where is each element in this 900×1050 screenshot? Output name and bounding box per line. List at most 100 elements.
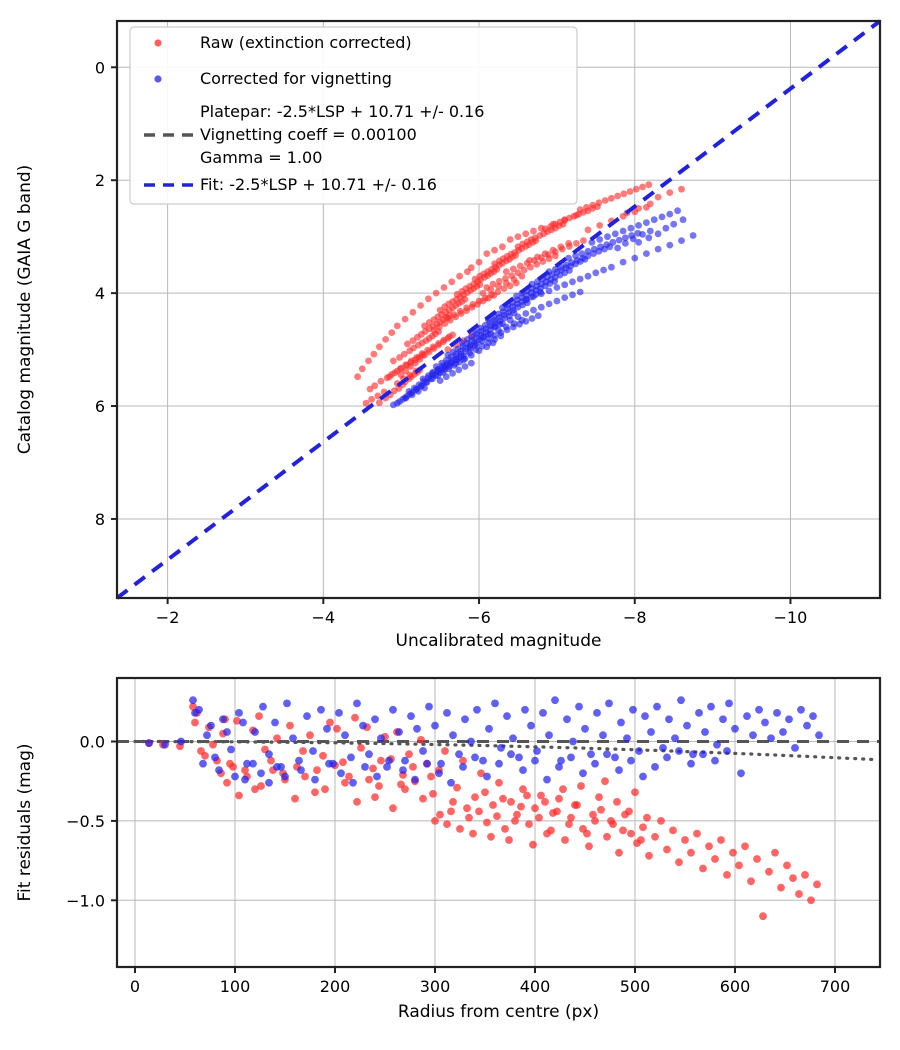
data-point <box>695 709 703 717</box>
data-point <box>601 777 609 786</box>
data-point <box>481 788 489 797</box>
data-point <box>518 272 526 280</box>
data-point <box>297 766 305 774</box>
data-point <box>595 793 603 801</box>
data-point <box>541 250 549 257</box>
data-point <box>533 747 541 755</box>
data-point <box>447 807 455 816</box>
data-point <box>565 240 572 247</box>
data-point <box>306 731 314 740</box>
data-point <box>528 315 536 322</box>
data-point <box>430 327 438 334</box>
data-point <box>603 750 611 759</box>
data-point <box>632 185 640 193</box>
legend-entry-label: Corrected for vignetting <box>200 69 392 88</box>
data-point <box>341 778 349 787</box>
legend-entry-label: Platepar: -2.5*LSP + 10.71 +/- 0.16 <box>200 102 484 121</box>
data-point <box>161 740 169 749</box>
data-point <box>717 836 725 844</box>
axes-frame-top <box>115 19 882 600</box>
data-point <box>534 312 542 320</box>
data-point <box>666 241 674 249</box>
data-point <box>311 788 319 797</box>
data-point <box>483 818 491 827</box>
data-point <box>373 772 381 781</box>
data-point <box>615 236 623 244</box>
data-point <box>507 750 515 759</box>
data-point <box>419 794 427 803</box>
data-point <box>351 713 359 722</box>
data-point <box>743 712 751 720</box>
data-point <box>495 283 502 290</box>
data-point <box>502 279 510 287</box>
data-point <box>585 842 593 851</box>
data-point <box>235 791 243 800</box>
data-point <box>427 772 435 781</box>
data-point <box>464 268 471 276</box>
data-point <box>675 858 683 867</box>
data-point <box>390 401 397 409</box>
data-point <box>795 890 803 898</box>
data-point <box>737 769 745 778</box>
data-point <box>747 877 755 886</box>
data-point <box>295 756 303 765</box>
tick-label-y-top: 0 <box>95 58 105 77</box>
panel-photometric-calibration: −2 −4 −6 −8 −10 0 2 4 6 8 Uncalibrated magnitude Ca… <box>15 19 882 651</box>
data-point <box>519 766 527 774</box>
data-point <box>523 791 531 800</box>
data-point <box>561 216 569 224</box>
data-point <box>267 756 275 765</box>
data-point <box>711 855 719 863</box>
data-point <box>761 718 769 727</box>
data-point <box>377 756 385 765</box>
data-point <box>401 756 409 765</box>
data-point <box>499 794 507 803</box>
data-point <box>502 268 510 276</box>
data-point <box>631 254 639 262</box>
data-point <box>592 269 600 277</box>
tick-label-x-top: −6 <box>467 608 491 627</box>
data-point <box>362 399 370 407</box>
data-point <box>428 369 436 377</box>
data-point <box>505 836 513 844</box>
data-point <box>397 365 404 373</box>
data-point <box>551 696 559 705</box>
data-point <box>643 813 651 822</box>
data-point <box>223 728 231 736</box>
data-point <box>432 289 440 297</box>
data-point <box>515 753 523 762</box>
data-point <box>385 756 393 765</box>
data-point <box>783 861 791 870</box>
data-point <box>197 747 205 755</box>
scatter-series-corrected-bottom <box>145 696 823 787</box>
data-point <box>501 825 509 833</box>
data-point <box>354 373 361 381</box>
data-point <box>475 807 483 816</box>
data-point <box>477 769 485 778</box>
data-point <box>389 804 397 813</box>
data-point <box>429 343 437 351</box>
tick-label-x-top: −10 <box>774 608 808 627</box>
data-point <box>291 794 299 803</box>
data-point <box>641 712 649 720</box>
data-point <box>615 848 623 857</box>
data-point <box>199 759 207 768</box>
data-point <box>627 756 635 765</box>
data-point <box>547 826 555 835</box>
data-point <box>401 315 409 323</box>
data-point <box>368 395 375 403</box>
data-point <box>249 759 257 768</box>
data-point <box>755 705 763 714</box>
data-point <box>311 775 319 784</box>
data-point <box>645 234 653 242</box>
data-point <box>647 728 655 736</box>
data-point <box>209 740 217 749</box>
data-point <box>741 842 749 851</box>
data-point <box>563 715 571 724</box>
data-point <box>675 747 683 755</box>
data-point <box>283 699 291 708</box>
data-point <box>483 772 491 781</box>
data-point <box>257 782 265 790</box>
data-point <box>803 721 811 730</box>
